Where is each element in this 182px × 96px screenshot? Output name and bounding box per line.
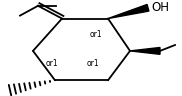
Polygon shape (108, 4, 149, 19)
Text: OH: OH (151, 1, 169, 14)
Text: or1: or1 (90, 30, 102, 39)
Text: or1: or1 (87, 59, 99, 68)
Polygon shape (130, 47, 160, 54)
Text: or1: or1 (46, 59, 58, 68)
